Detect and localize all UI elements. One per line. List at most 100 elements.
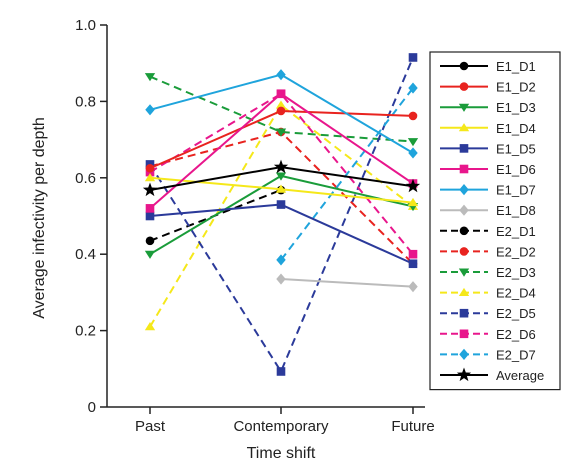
data-point (144, 173, 156, 182)
y-tick-label: 0 (88, 399, 96, 416)
legend: E1_D1 E1_D2 E1_D3 E1_D4 E1_D5 E1_D6 E1_D7 E1_D8… (429, 51, 561, 391)
data-point (276, 273, 286, 285)
legend-label: E2_D5 (496, 306, 536, 321)
series-line (149, 92, 414, 255)
series-e1-d8 (276, 273, 418, 293)
data-point (459, 308, 469, 318)
data-point (145, 104, 155, 116)
data-point (145, 204, 155, 213)
y-tick-label: 1.0 (75, 17, 96, 34)
legend-label: E2_D6 (496, 327, 536, 342)
legend-label: E1_D1 (496, 59, 536, 74)
legend-item: E1_D7 (440, 183, 536, 198)
data-point (408, 53, 418, 62)
legend-item: E1_D2 (440, 80, 536, 95)
data-point (459, 348, 469, 360)
legend-item: E1_D4 (440, 121, 536, 136)
data-point (275, 172, 287, 181)
legend-item: E1_D5 (440, 141, 536, 156)
legend-label: E1_D2 (496, 80, 536, 95)
data-point (144, 322, 156, 331)
x-tick-label: Contemporary (233, 418, 329, 435)
legend-label: E2_D4 (496, 286, 536, 301)
y-axis-label: Average infectivity per depth (31, 117, 48, 319)
data-point (276, 69, 286, 81)
data-point (405, 178, 421, 193)
legend-label: E2_D7 (496, 347, 536, 362)
data-point (458, 287, 470, 297)
x-tick-label: Future (391, 418, 434, 435)
data-point (458, 103, 470, 112)
series-line (149, 203, 414, 265)
data-point (276, 367, 286, 376)
data-point (144, 73, 156, 82)
data-point (144, 250, 156, 259)
legend-label: E2_D2 (496, 244, 536, 259)
y-tick-label: 0.6 (75, 170, 96, 187)
series-e2-d7 (276, 82, 418, 266)
data-point (276, 106, 286, 116)
legend-label: E2_D1 (496, 224, 536, 239)
data-point (145, 211, 155, 221)
data-point (273, 159, 289, 174)
data-point (459, 144, 469, 153)
series-line (280, 87, 414, 261)
legend-item: E2_D4 (440, 286, 536, 301)
data-point (408, 147, 418, 159)
legend-item: E1_D1 (440, 59, 536, 74)
data-point (458, 268, 470, 277)
x-axis-label: Time shift (247, 445, 316, 462)
series-e1-d5 (145, 200, 418, 269)
data-point (459, 82, 469, 91)
legend-label: E1_D6 (496, 162, 536, 177)
data-point (275, 184, 287, 193)
y-tick-label: 0.8 (75, 93, 96, 110)
data-point (276, 254, 286, 266)
data-point (145, 236, 155, 246)
data-point (459, 247, 469, 256)
data-point (459, 204, 469, 216)
series-e1-d7 (145, 69, 418, 159)
x-tick-label: Past (135, 418, 166, 435)
data-point (145, 163, 155, 173)
legend-item: E2_D2 (440, 244, 536, 259)
legend-label: E1_D7 (496, 183, 536, 198)
data-point (407, 197, 419, 207)
legend-label: E1_D3 (496, 100, 536, 115)
data-point (458, 123, 470, 132)
legend-item: E2_D3 (440, 265, 536, 280)
data-point (275, 100, 287, 109)
legend-item: E1_D6 (440, 162, 536, 177)
data-point (276, 200, 286, 209)
data-point (275, 128, 287, 137)
axes: 0 0.2 0.4 0.6 0.8 1.0 Past Contemporary Future (75, 17, 435, 435)
series-e1-d2 (145, 106, 418, 173)
data-point (276, 89, 286, 99)
series-line (280, 278, 414, 288)
series-line (149, 104, 414, 328)
data-point (459, 164, 469, 174)
data-point (408, 281, 418, 293)
legend-label: E1_D5 (496, 141, 536, 156)
series-e2-d3 (144, 73, 419, 147)
data-point (407, 138, 419, 147)
series-layer (142, 53, 421, 376)
legend-item: E2_D7 (440, 347, 536, 362)
legend-item: Average (440, 367, 544, 383)
data-point (408, 259, 418, 269)
data-point (408, 111, 418, 121)
data-point (142, 182, 158, 197)
series-average (142, 159, 421, 197)
legend-label: Average (496, 368, 544, 383)
y-tick-label: 0.4 (75, 246, 96, 263)
data-point (459, 61, 469, 71)
data-point (408, 249, 418, 259)
legend-label: E1_D4 (496, 121, 536, 136)
data-point (459, 184, 469, 196)
series-line (149, 57, 414, 373)
legend-item: E2_D5 (440, 306, 536, 321)
data-point (456, 367, 472, 382)
legend-box (429, 51, 561, 391)
data-point (408, 82, 418, 94)
